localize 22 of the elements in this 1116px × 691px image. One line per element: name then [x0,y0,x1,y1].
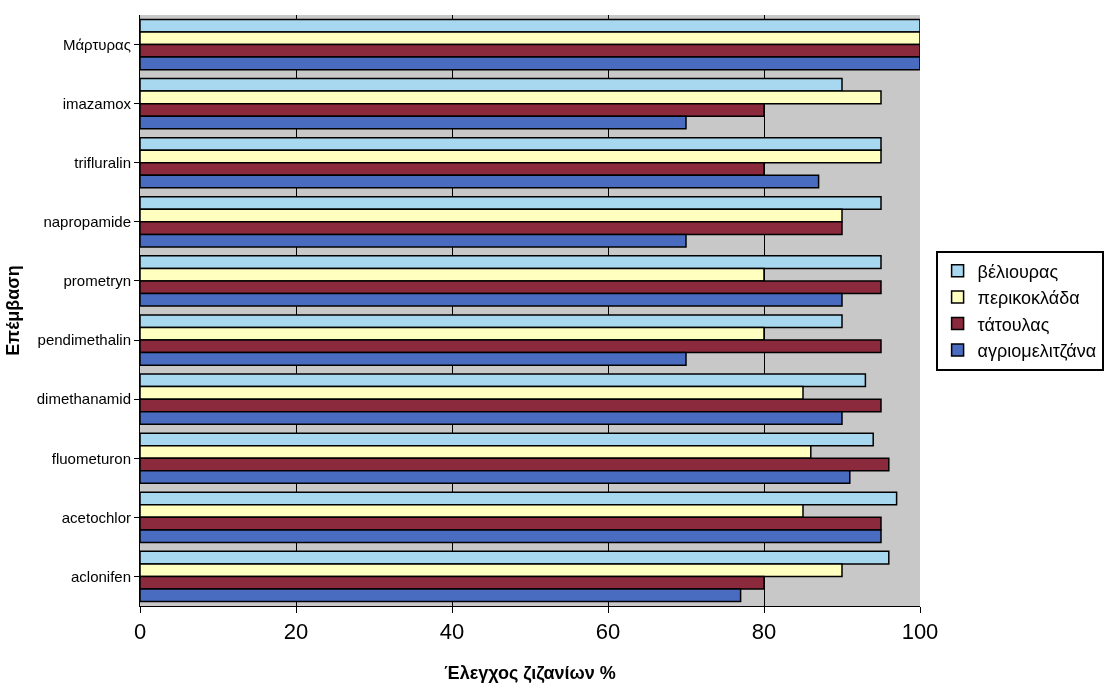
y-tick-label: Μάρτυρας [62,35,131,53]
legend-label: βέλιουρας [977,261,1059,282]
x-tick-label: 80 [751,619,777,645]
y-axis-title: Επέμβαση [2,265,23,356]
x-tick-label: 0 [133,619,147,645]
legend-label: περικοκλάδα [977,288,1080,309]
x-axis-title: Έλεγχος ζιζανίων % [444,662,616,684]
x-tick-label: 100 [901,619,939,645]
x-tick-label: 20 [283,619,309,645]
legend-label: αγριομελιτζάνα [977,340,1097,361]
y-tick-label: prometryn [63,272,131,290]
y-tick-label: napropamide [43,213,131,231]
y-tick-label: dimethanamid [36,390,131,408]
y-tick-label: fluometuron [51,449,131,467]
y-tick-label: trifluralin [74,154,131,171]
y-tick-label: aclonifen [70,567,131,585]
x-tick-label: 40 [439,619,465,645]
legend-label: τάτουλας [977,314,1050,335]
x-tick-label: 60 [595,619,621,645]
y-tick-label: imazamox [62,94,132,112]
y-tick-label: acetochlor [61,508,131,526]
y-tick-label: pendimethalin [37,331,131,349]
